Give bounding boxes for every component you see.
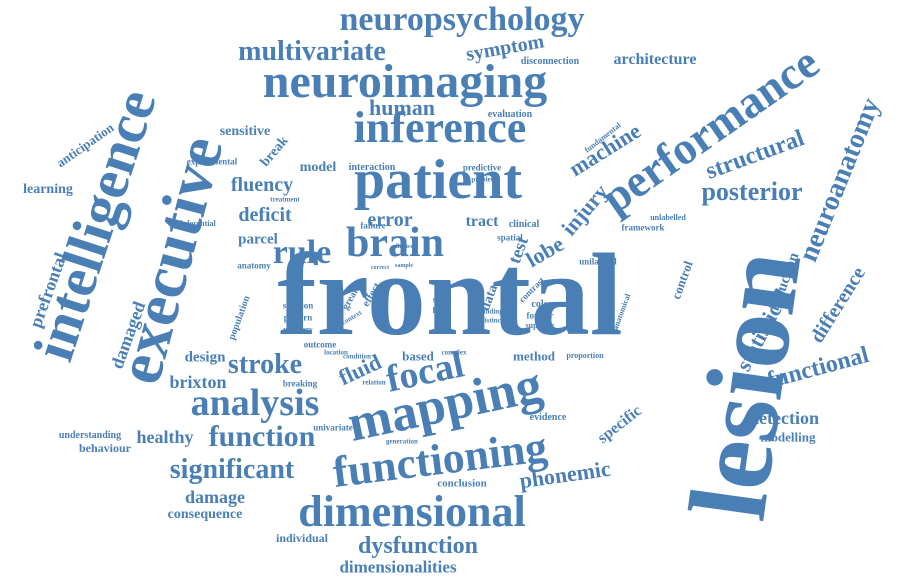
word-function: function [208,420,316,453]
word-multivariate: multivariate [238,36,386,67]
word-disconnection: disconnection [520,56,580,67]
word-inference: inference [353,103,527,152]
word-framework: framework [621,222,665,233]
word-damage: damage [185,487,245,507]
word-patient: patient [354,149,522,211]
word-model: model [299,160,337,175]
word-brixton: brixton [169,372,227,392]
word-dysfunction: dysfunction [357,533,479,559]
word-specific: specific [594,402,645,447]
word-fluency: fluency [230,174,294,196]
word-failure: failure [360,220,386,231]
word-detection: detection [749,408,819,428]
word-superior: superior [525,321,555,330]
word-experimental: experimental [186,156,238,167]
word-parcel: parcel [238,231,278,248]
word-dimensionalities: dimensionalities [339,557,457,577]
word-clinical: clinical [508,219,540,230]
word-control: control [668,258,696,302]
word-rule: rule [272,234,332,271]
word-proportion: proportion [566,351,604,360]
word-correct: correct [370,265,390,271]
word-neuroanatomy: neuroanatomy [792,93,887,267]
word-evidence: evidence [529,412,567,423]
word-neuroimaging: neuroimaging [262,55,548,108]
word-location: location [324,348,348,357]
word-stroke: stroke [227,349,303,380]
word-colour: colour [531,299,559,310]
word-understanding: understanding [58,430,122,441]
word-human: human [368,95,436,120]
word-modelling: modelling [760,429,816,445]
word-relation: relation [362,378,386,387]
word-outcome: outcome [303,339,337,350]
word-inferential: inferential [180,219,216,228]
word-solution: solution [282,300,314,311]
word-sample: sample [395,263,413,269]
word-behaviour: behaviour [78,441,132,455]
word-healthy: healthy [136,427,194,447]
word-significant: significant [169,454,295,485]
word-unlabelled: unlabelled [650,213,686,222]
word-generation: generation [386,437,418,446]
word-frontal: frontal [277,229,623,360]
word-treatment: treatment [270,195,300,204]
word-based: based [402,348,434,364]
word-posterior: posterior [701,177,803,206]
word-latter: latter [432,306,452,315]
word-evaluation: evaluation [487,109,533,120]
word-interaction: interaction [348,162,396,173]
word-univariate: univariate [313,422,353,433]
word-learning: learning [23,182,73,197]
word-brain: brain [345,220,445,266]
word-breaking: breaking [282,378,318,389]
word-design: design [184,349,226,366]
word-break: break [257,133,292,170]
word-former: former [526,310,554,321]
word-scale: scale [432,294,452,305]
word-pattern: pattern [283,312,313,323]
word-condition: condition [342,352,372,361]
word-predictive: predictive [462,162,502,173]
word-method: method [513,348,555,364]
word-unilateral: unilateral [579,256,617,267]
word-dimensional: dimensional [298,487,526,536]
word-neuropsychology: neuropsychology [339,1,585,38]
word-consequence: consequence [167,507,243,522]
word-anatomy: anatomy [237,260,271,271]
word-deficit: deficit [238,204,292,226]
word-complex: complex [441,348,467,357]
word-finding: finding [481,307,503,316]
word-architecture: architecture [613,51,697,68]
word-problem: problem [471,175,497,184]
word-analysis: analysis [190,382,320,424]
word-limited: limited [396,244,414,250]
word-spatial: spatial [497,232,523,243]
word-population: population [226,294,253,342]
word-error: error [367,209,413,231]
word-tract: tract [465,213,499,230]
word-voluntary: voluntary [283,325,313,334]
word-individual: individual [275,531,329,545]
word-sensitive: sensitive [219,124,271,139]
word-distinct: distinct [480,316,504,325]
word-conclusion: conclusion [437,477,487,490]
